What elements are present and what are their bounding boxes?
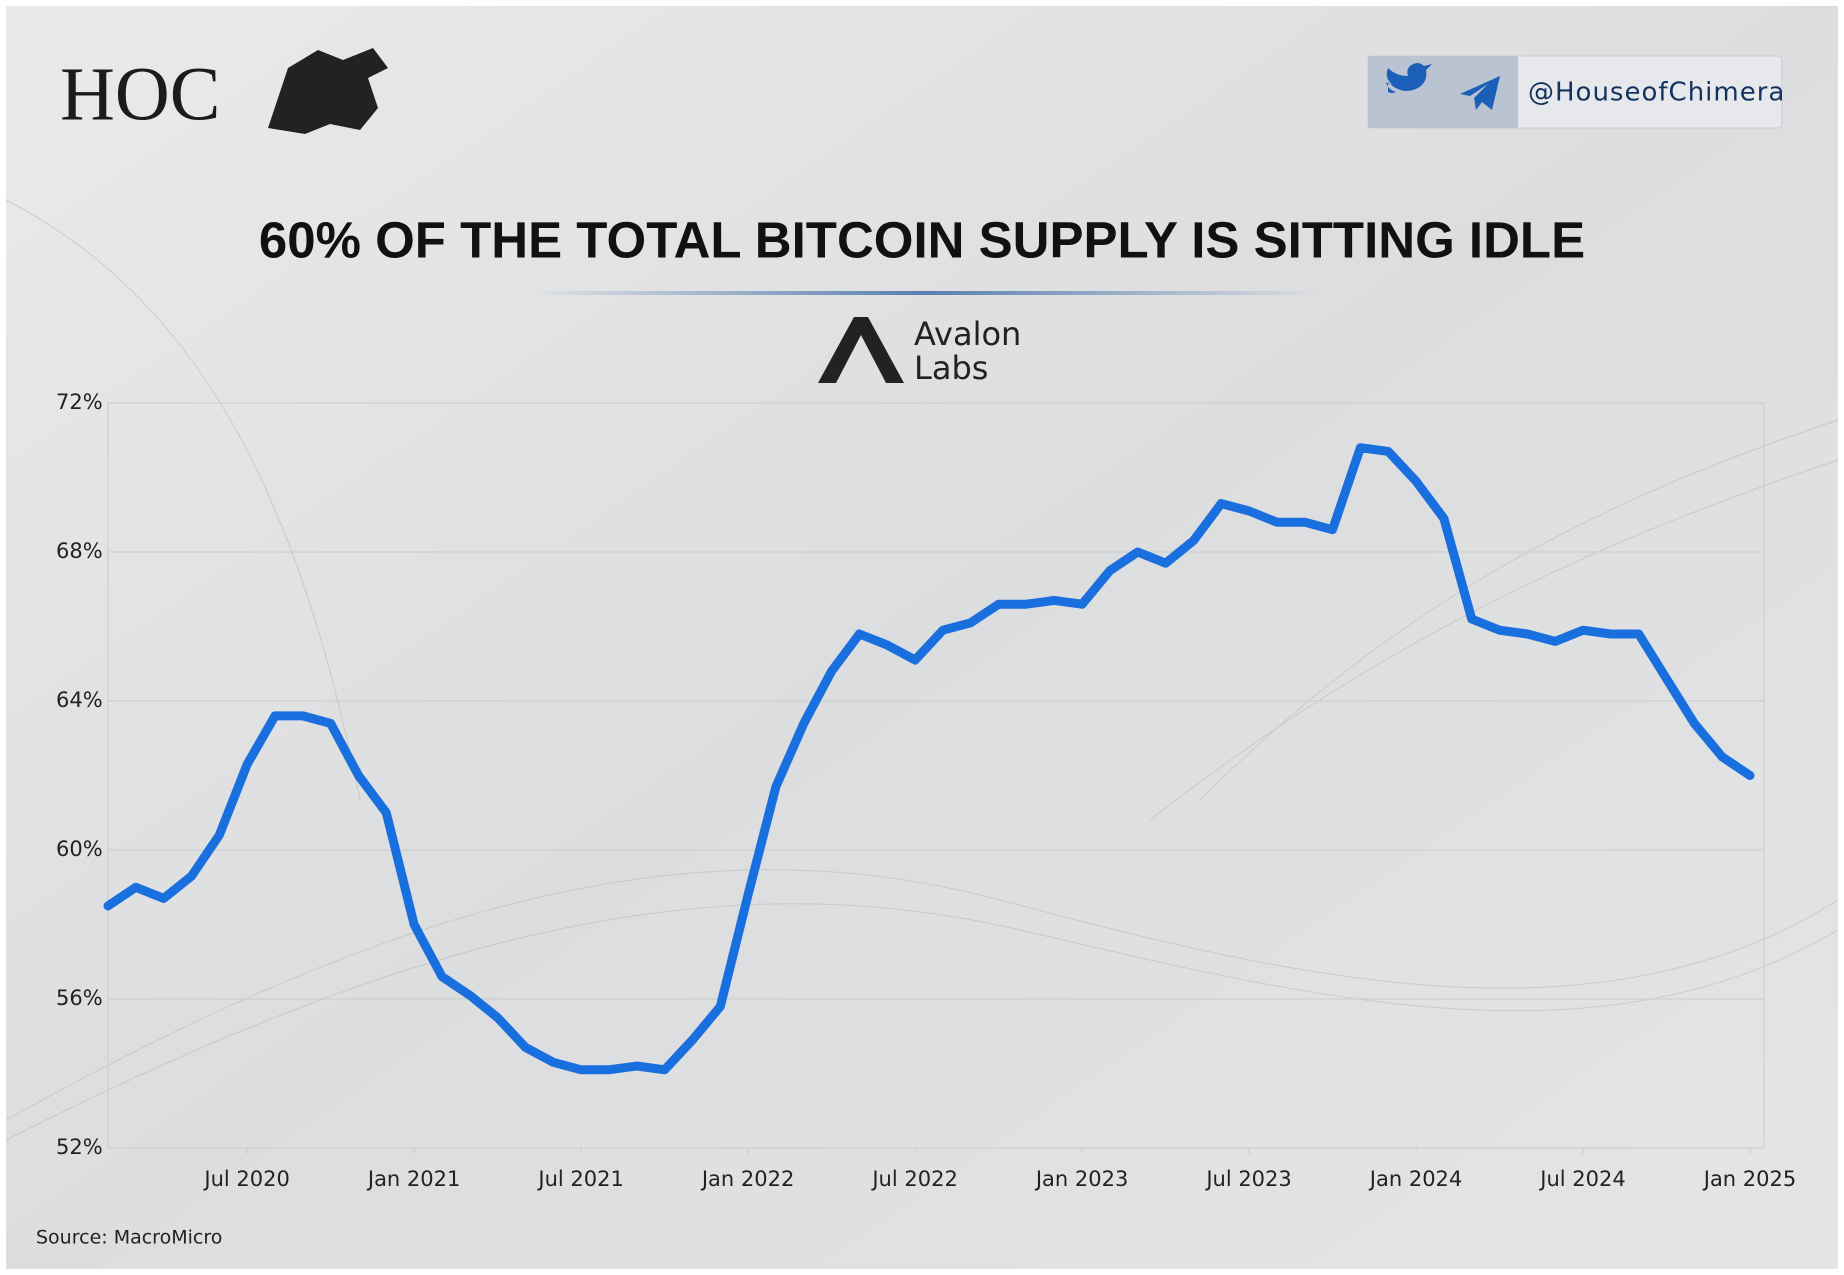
y-tick-label: 56%	[56, 986, 103, 1010]
x-tick-label: Jan 2022	[700, 1167, 795, 1191]
x-tick-label: Jan 2021	[366, 1167, 461, 1191]
y-tick-label: 72%	[56, 390, 103, 414]
logo: HOC	[60, 52, 220, 136]
y-tick-label: 68%	[56, 539, 103, 563]
y-tick-label: 52%	[56, 1135, 103, 1159]
y-tick-label: 60%	[56, 837, 103, 861]
partner-name: Avalon	[914, 315, 1021, 353]
x-tick-label: Jan 2024	[1368, 1167, 1463, 1191]
x-tick-label: Jan 2023	[1034, 1167, 1129, 1191]
x-tick-label: Jul 2023	[1204, 1167, 1291, 1191]
x-tick-label: Jan 2025	[1702, 1167, 1797, 1191]
logo-lion	[268, 48, 388, 134]
telegram-icon	[1460, 76, 1500, 110]
decor-waves	[5, 199, 1839, 1141]
x-tick-label: Jul 2021	[536, 1167, 623, 1191]
handle: @HouseofChimera	[1528, 78, 1785, 108]
source: Source: MacroMicro	[36, 1227, 222, 1249]
x-tick-label: Jul 2024	[1538, 1167, 1625, 1191]
x-tick-label: Jul 2020	[202, 1167, 289, 1191]
chart-title: 60% OF THE TOTAL BITCOIN SUPPLY IS SITTI…	[259, 211, 1585, 268]
twitter-icon	[1386, 63, 1432, 93]
title-rule	[530, 291, 1320, 295]
partner-logo	[818, 317, 904, 383]
x-tick-label: Jul 2022	[870, 1167, 957, 1191]
y-tick-label: 64%	[56, 688, 103, 712]
data-line	[103, 443, 1755, 1075]
partner-name: Labs	[914, 349, 988, 387]
